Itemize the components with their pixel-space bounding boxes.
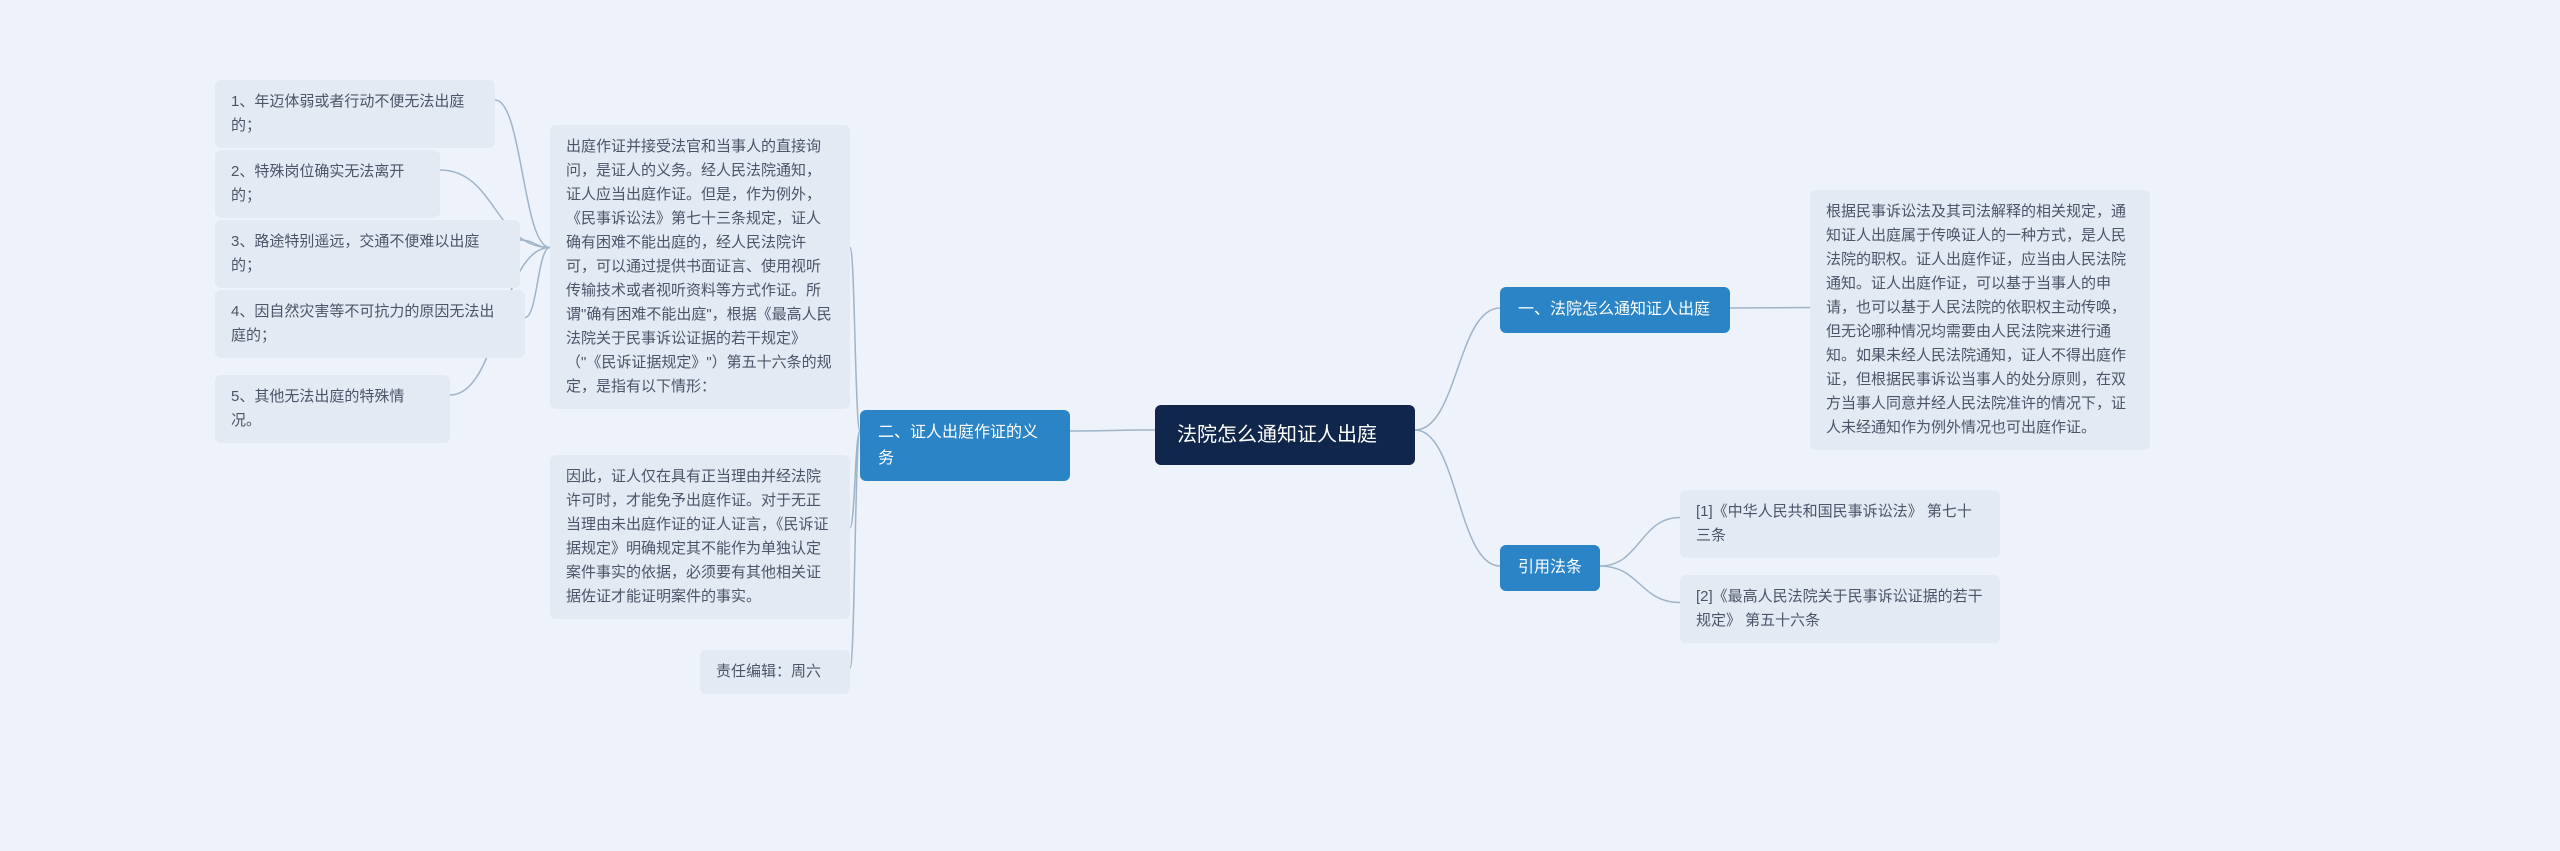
leaf-duty-conclusion: 因此，证人仅在具有正当理由并经法院许可时，才能免予出庭作证。对于无正当理由未出庭… bbox=[550, 455, 850, 619]
leaf-text: 5、其他无法出庭的特殊情况。 bbox=[231, 385, 434, 433]
leaf-text: 3、路途特别遥远，交通不便难以出庭的； bbox=[231, 230, 504, 278]
leaf-exception-3: 3、路途特别遥远，交通不便难以出庭的； bbox=[215, 220, 520, 288]
mindmap-root[interactable]: 法院怎么通知证人出庭 bbox=[1155, 405, 1415, 465]
branch-testify-duty[interactable]: 二、证人出庭作证的义务 bbox=[860, 410, 1070, 481]
leaf-text: 1、年迈体弱或者行动不便无法出庭的； bbox=[231, 90, 479, 138]
leaf-exception-5: 5、其他无法出庭的特殊情况。 bbox=[215, 375, 450, 443]
leaf-how-notify-detail: 根据民事诉讼法及其司法解释的相关规定，通知证人出庭属于传唤证人的一种方式，是人民… bbox=[1810, 190, 2150, 450]
leaf-exception-2: 2、特殊岗位确实无法离开的； bbox=[215, 150, 440, 218]
leaf-text: 4、因自然灾害等不可抗力的原因无法出庭的； bbox=[231, 300, 509, 348]
branch-label: 二、证人出庭作证的义务 bbox=[878, 420, 1052, 471]
leaf-duty-main: 出庭作证并接受法官和当事人的直接询问，是证人的义务。经人民法院通知，证人应当出庭… bbox=[550, 125, 850, 409]
branch-cited-law[interactable]: 引用法条 bbox=[1500, 545, 1600, 591]
branch-how-notify[interactable]: 一、法院怎么通知证人出庭 bbox=[1500, 287, 1730, 333]
root-label: 法院怎么通知证人出庭 bbox=[1177, 419, 1377, 451]
branch-label: 引用法条 bbox=[1518, 555, 1582, 581]
leaf-text: 2、特殊岗位确实无法离开的； bbox=[231, 160, 424, 208]
leaf-text: 根据民事诉讼法及其司法解释的相关规定，通知证人出庭属于传唤证人的一种方式，是人民… bbox=[1826, 200, 2134, 440]
leaf-cited-law-2: [2]《最高人民法院关于民事诉讼证据的若干规定》 第五十六条 bbox=[1680, 575, 2000, 643]
leaf-exception-4: 4、因自然灾害等不可抗力的原因无法出庭的； bbox=[215, 290, 525, 358]
leaf-editor: 责任编辑：周六 bbox=[700, 650, 850, 694]
leaf-cited-law-1: [1]《中华人民共和国民事诉讼法》 第七十三条 bbox=[1680, 490, 2000, 558]
leaf-text: [2]《最高人民法院关于民事诉讼证据的若干规定》 第五十六条 bbox=[1696, 585, 1984, 633]
leaf-text: 出庭作证并接受法官和当事人的直接询问，是证人的义务。经人民法院通知，证人应当出庭… bbox=[566, 135, 834, 399]
leaf-text: 因此，证人仅在具有正当理由并经法院许可时，才能免予出庭作证。对于无正当理由未出庭… bbox=[566, 465, 834, 609]
leaf-text: 责任编辑：周六 bbox=[716, 660, 821, 684]
branch-label: 一、法院怎么通知证人出庭 bbox=[1518, 297, 1710, 323]
leaf-exception-1: 1、年迈体弱或者行动不便无法出庭的； bbox=[215, 80, 495, 148]
leaf-text: [1]《中华人民共和国民事诉讼法》 第七十三条 bbox=[1696, 500, 1984, 548]
